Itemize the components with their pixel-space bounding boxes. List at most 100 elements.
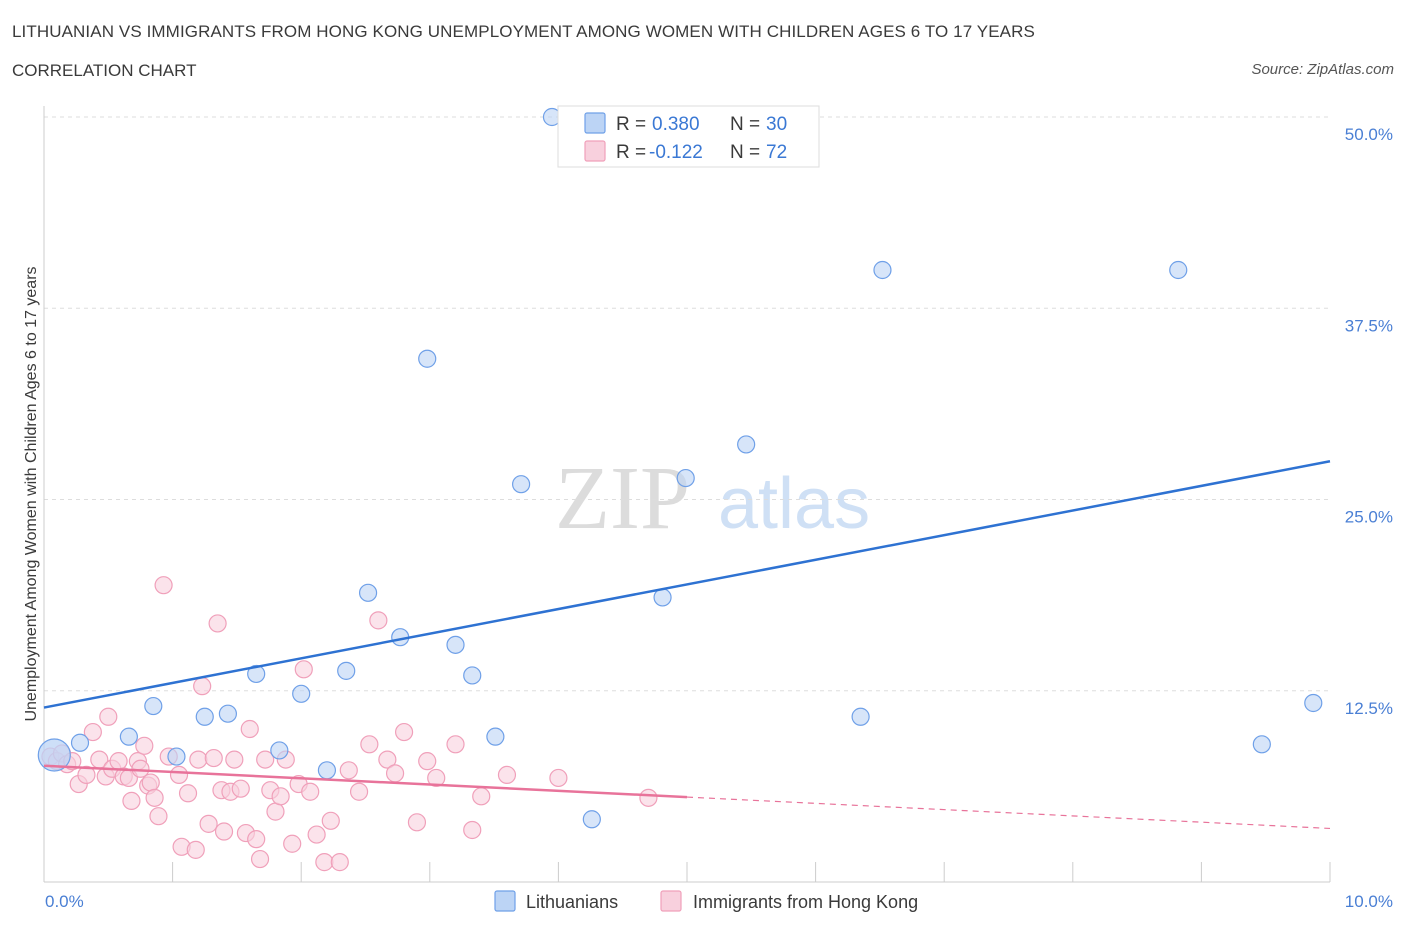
point-hong-kong-70	[549, 768, 568, 788]
point-lithuanians-20	[582, 810, 601, 829]
point-hong-kong-61	[385, 764, 405, 783]
y-axis-label: Unemployment Among Women with Children A…	[23, 266, 40, 721]
point-lithuanians-8	[270, 741, 289, 760]
point-hong-kong-67	[463, 820, 482, 840]
trend-line-hong-kong	[43, 764, 688, 799]
x-tick-label-min: 0.0%	[45, 892, 84, 911]
point-hong-kong-7	[83, 722, 102, 742]
point-hong-kong-62	[394, 722, 414, 742]
point-hong-kong-21	[145, 788, 164, 807]
legend-swatch-hong-kong	[584, 140, 606, 162]
point-hong-kong-18	[135, 736, 154, 755]
point-lithuanians-11	[337, 661, 356, 680]
point-hong-kong-41	[247, 830, 266, 849]
point-lithuanians-1	[70, 733, 90, 752]
legend-n-value-1: 30	[766, 114, 787, 135]
legend-r-value-2: -0.122	[649, 142, 703, 163]
point-hong-kong-12	[109, 752, 128, 771]
legend-r-value-1: 0.380	[652, 114, 700, 135]
point-hong-kong-60	[378, 750, 397, 769]
point-hong-kong-33	[208, 614, 227, 633]
bottom-legend-label-hong-kong: Immigrants from Hong Kong	[693, 892, 918, 912]
bottom-legend-swatch-hong-kong	[660, 890, 682, 912]
chart-subtitle: CORRELATION CHART	[12, 61, 197, 80]
point-lithuanians-16	[463, 666, 482, 685]
watermark-atlas: atlas	[718, 464, 870, 544]
series-legend: Lithuanians Immigrants from Hong Kong	[494, 890, 918, 912]
point-hong-kong-68	[472, 787, 491, 806]
y-tick-label-2: 37.5%	[1345, 316, 1393, 335]
point-hong-kong-65	[427, 768, 446, 788]
point-hong-kong-37	[225, 750, 244, 769]
point-hong-kong-52	[307, 825, 326, 844]
point-hong-kong-51	[301, 782, 320, 801]
point-hong-kong-20	[141, 773, 160, 792]
point-hong-kong-30	[193, 677, 212, 696]
watermark-zip: ZIP	[555, 449, 690, 548]
series-hong-kong-points	[41, 576, 658, 872]
point-hong-kong-6	[77, 765, 96, 785]
point-lithuanians-23	[737, 435, 756, 454]
point-hong-kong-35	[214, 822, 234, 841]
point-hong-kong-59	[369, 611, 388, 630]
point-hong-kong-45	[266, 802, 285, 821]
point-hong-kong-10	[99, 707, 118, 726]
legend-swatch-lithuanians	[584, 112, 606, 134]
point-lithuanians-6	[218, 704, 237, 723]
point-lithuanians-14	[418, 349, 437, 368]
point-hong-kong-32	[204, 748, 223, 768]
point-hong-kong-69	[497, 765, 517, 785]
legend-n-label-2: N =	[730, 142, 760, 163]
point-hong-kong-58	[360, 735, 379, 754]
point-hong-kong-64	[418, 752, 437, 771]
point-hong-kong-15	[122, 791, 141, 811]
point-lithuanians-12	[358, 583, 378, 602]
point-hong-kong-27	[178, 784, 198, 803]
correlation-legend: R = 0.380 N = 30 R = -0.122 N = 72	[557, 105, 820, 168]
trend-line-lithuanians	[43, 460, 1331, 709]
y-tick-label-1: 25.0%	[1345, 508, 1393, 527]
point-hong-kong-25	[169, 765, 189, 785]
point-lithuanians-7	[247, 664, 266, 684]
point-hong-kong-63	[407, 813, 427, 832]
bottom-legend-label-lithuanians: Lithuanians	[526, 892, 618, 912]
point-lithuanians-26	[1169, 260, 1188, 280]
point-hong-kong-42	[250, 849, 270, 869]
point-lithuanians-15	[446, 635, 465, 654]
source-label: Source: ZipAtlas.com	[1251, 61, 1394, 78]
trend-line-extension-hong-kong	[686, 796, 1331, 830]
point-hong-kong-29	[189, 750, 208, 769]
y-tick-labels: 12.5% 25.0% 37.5% 50.0%	[1345, 125, 1393, 718]
point-hong-kong-23	[154, 576, 173, 595]
point-lithuanians-2	[119, 727, 138, 746]
point-lithuanians-5	[195, 707, 214, 726]
point-lithuanians-10	[317, 761, 337, 780]
point-lithuanians-3	[144, 696, 163, 716]
point-hong-kong-57	[349, 782, 369, 801]
y-tick-label-3: 50.0%	[1345, 125, 1393, 144]
point-hong-kong-66	[446, 735, 465, 754]
legend-r-label-1: R =	[616, 114, 646, 135]
point-hong-kong-31	[199, 814, 218, 833]
point-hong-kong-22	[149, 807, 168, 826]
point-lithuanians-25	[873, 260, 892, 280]
point-hong-kong-40	[240, 719, 259, 739]
point-lithuanians-0	[37, 738, 71, 772]
point-hong-kong-53	[315, 853, 334, 872]
point-hong-kong-71	[639, 788, 658, 807]
point-hong-kong-46	[271, 787, 290, 806]
point-hong-kong-50	[294, 660, 313, 679]
chart-title: LITHUANIAN VS IMMIGRANTS FROM HONG KONG …	[12, 22, 1035, 41]
point-hong-kong-54	[321, 811, 340, 830]
bottom-legend-swatch-lithuanians	[494, 890, 516, 912]
x-tick-label-max: 10.0%	[1345, 892, 1393, 911]
point-lithuanians-24	[851, 707, 870, 726]
point-hong-kong-38	[231, 779, 250, 798]
legend-r-label-2: R =	[616, 142, 646, 163]
point-hong-kong-48	[283, 834, 302, 853]
grid-lines	[44, 116, 1330, 692]
point-hong-kong-43	[256, 750, 275, 769]
trend-lines	[43, 460, 1331, 830]
point-lithuanians-18	[512, 475, 531, 494]
